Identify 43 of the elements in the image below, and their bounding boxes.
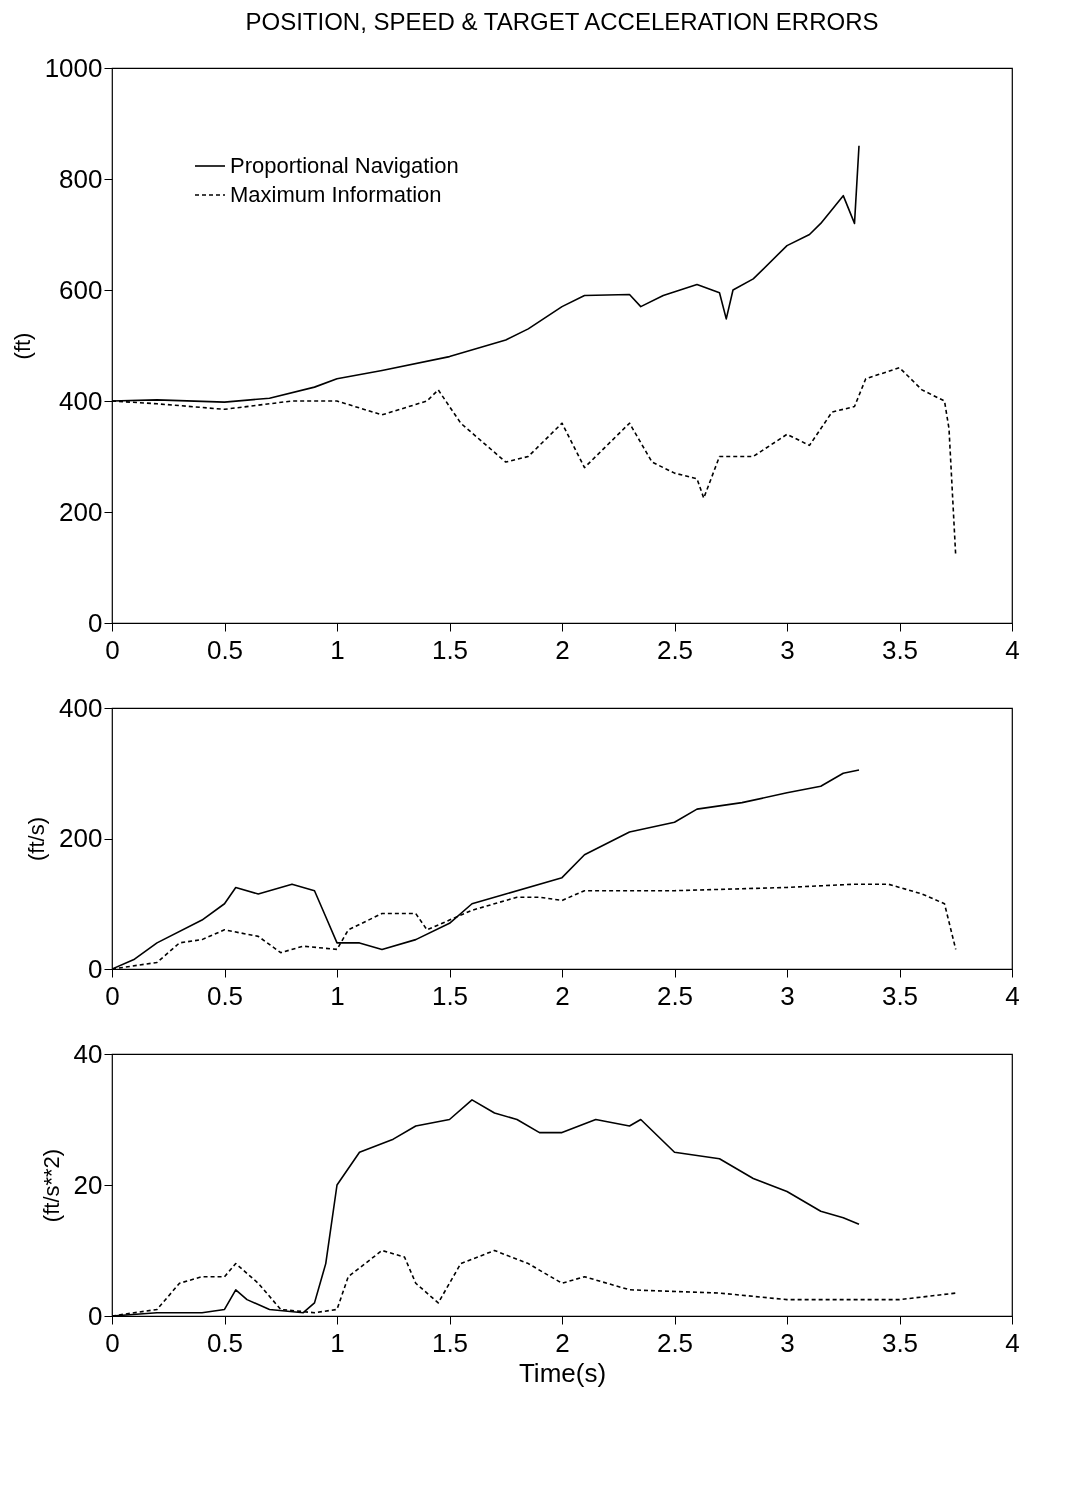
legend-label: Proportional Navigation — [230, 153, 459, 178]
x-tick-label: 2.5 — [656, 1327, 694, 1358]
x-tick-label: 2 — [555, 634, 570, 665]
y-tick-label: 0 — [88, 607, 103, 638]
x-axis-title: Time(s) — [518, 1357, 607, 1388]
y-tick-label: 200 — [59, 496, 103, 527]
x-tick-label: 2.5 — [656, 634, 694, 665]
y-tick-label: 600 — [59, 274, 103, 305]
x-tick-label: 4 — [1005, 980, 1020, 1011]
y-axis-title: (ft/s) — [24, 817, 50, 861]
x-tick-label: 3.5 — [881, 1327, 919, 1358]
x-tick-label: 3 — [780, 1327, 795, 1358]
y-axis-title: (ft/s**2) — [38, 1148, 64, 1223]
x-tick-label: 3.5 — [881, 980, 919, 1011]
x-tick-label: 2 — [555, 980, 570, 1011]
x-tick-label: 1.5 — [431, 634, 469, 665]
x-tick-label: 1 — [330, 980, 345, 1011]
y-tick-label: 40 — [73, 1038, 103, 1069]
x-tick-label: 1 — [330, 634, 345, 665]
x-tick-label: 4 — [1005, 1327, 1020, 1358]
y-tick-label: 800 — [59, 163, 103, 194]
chart-title: POSITION, SPEED & TARGET ACCELERATION ERRORS — [245, 8, 879, 35]
x-tick-label: 1.5 — [431, 1327, 469, 1358]
x-tick-label: 2 — [555, 1327, 570, 1358]
x-tick-label: 3.5 — [881, 634, 919, 665]
x-tick-label: 3 — [780, 980, 795, 1011]
x-tick-label: 3 — [780, 634, 795, 665]
x-tick-label: 1 — [330, 1327, 345, 1358]
y-tick-label: 1000 — [44, 52, 103, 83]
y-axis-title: (ft) — [9, 332, 35, 360]
y-tick-label: 200 — [59, 823, 103, 853]
y-tick-label: 400 — [59, 692, 103, 723]
legend-label: Maximum Information — [230, 182, 442, 207]
x-tick-label: 0.5 — [206, 634, 244, 665]
y-tick-label: 0 — [88, 953, 103, 984]
y-tick-label: 20 — [73, 1169, 103, 1200]
x-tick-label: 2.5 — [656, 980, 694, 1011]
y-tick-label: 400 — [59, 385, 103, 416]
y-tick-label: 0 — [88, 1300, 103, 1331]
x-tick-label: 4 — [1005, 634, 1020, 665]
x-tick-label: 0.5 — [206, 1327, 244, 1358]
x-tick-label: 1.5 — [431, 980, 469, 1011]
x-tick-label: 0.5 — [206, 980, 244, 1011]
